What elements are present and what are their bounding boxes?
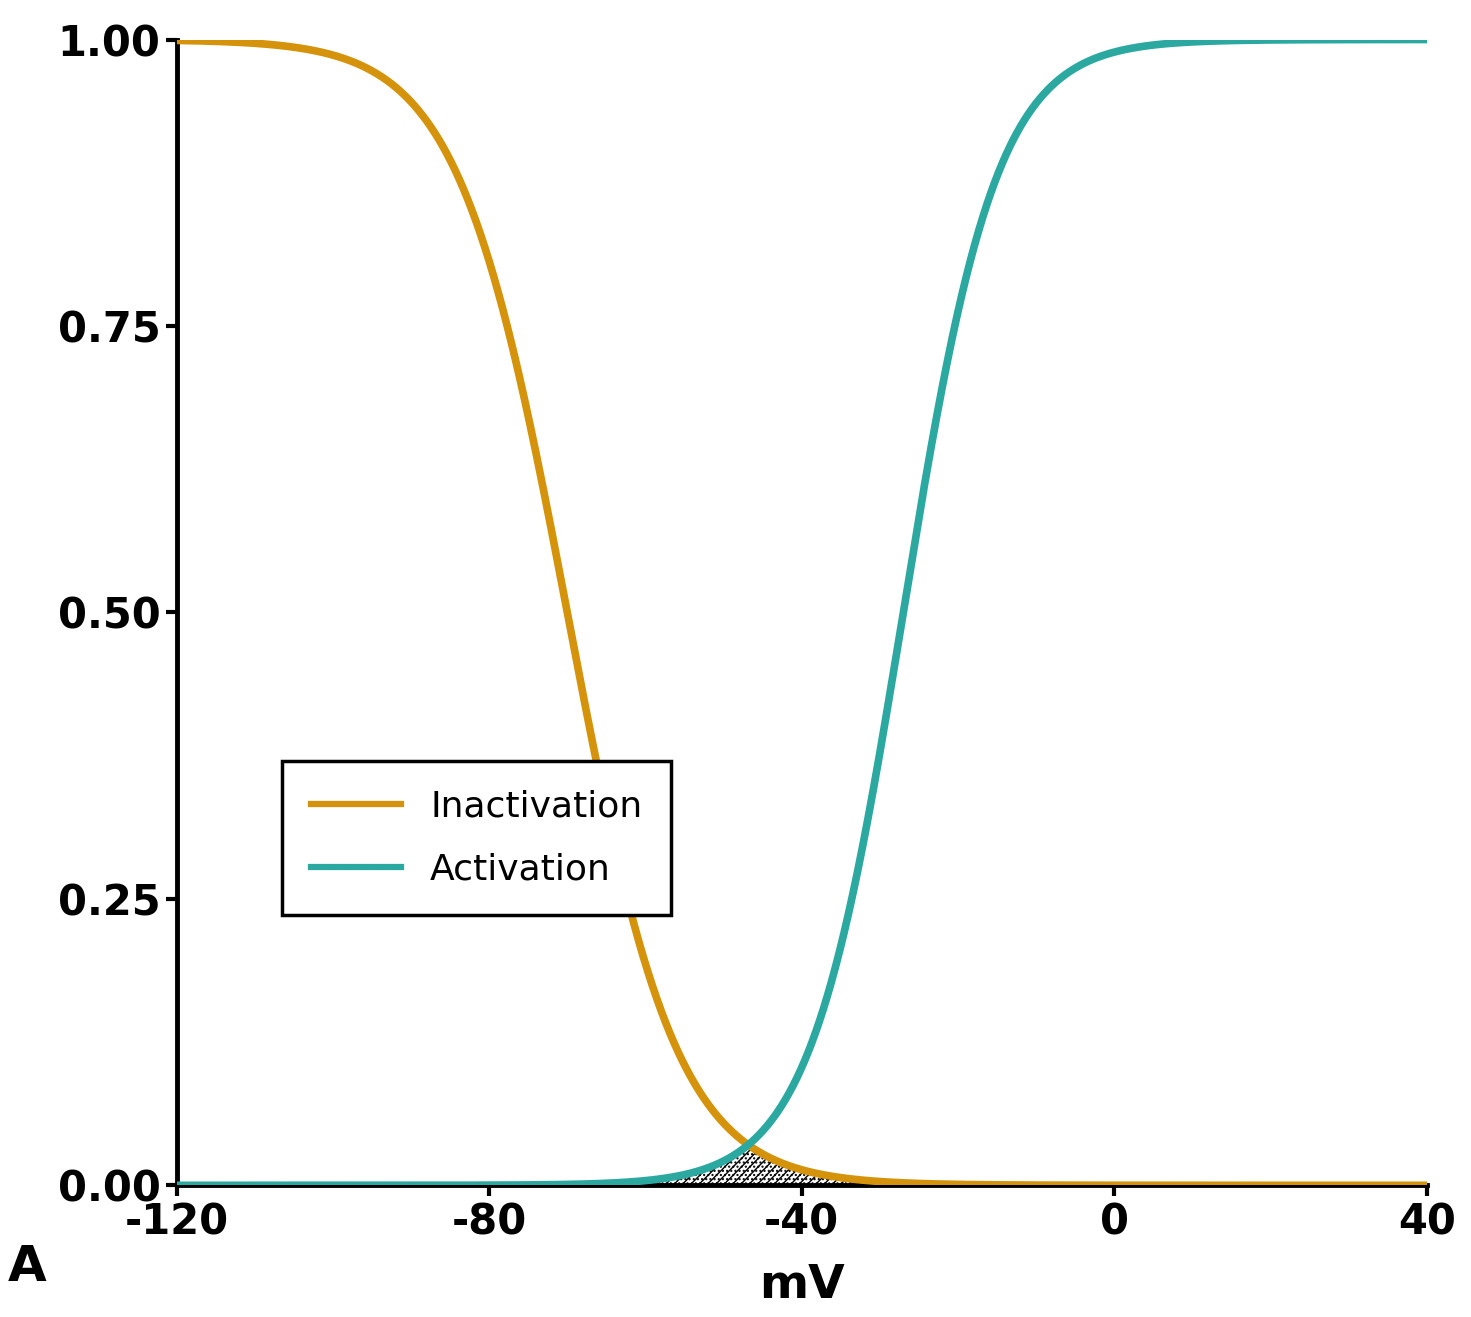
Legend: Inactivation, Activation: Inactivation, Activation — [282, 760, 671, 915]
Text: A: A — [7, 1243, 46, 1291]
X-axis label: mV: mV — [759, 1263, 844, 1308]
